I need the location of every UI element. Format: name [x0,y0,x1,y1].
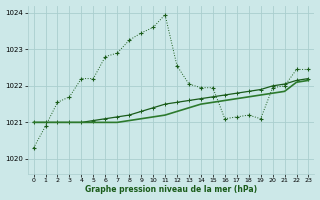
X-axis label: Graphe pression niveau de la mer (hPa): Graphe pression niveau de la mer (hPa) [85,185,257,194]
